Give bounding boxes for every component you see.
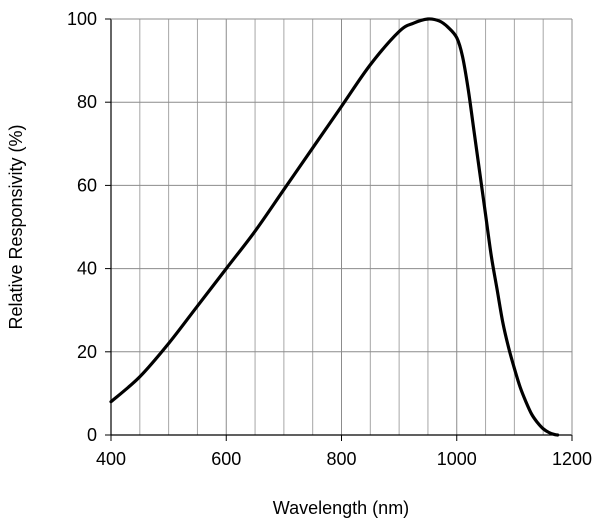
y-axis-label: Relative Responsivity (%) bbox=[6, 124, 26, 329]
x-axis-label: Wavelength (nm) bbox=[273, 498, 409, 518]
y-tick-label: 40 bbox=[77, 259, 97, 279]
x-tick-label: 1000 bbox=[437, 449, 477, 469]
x-tick-label: 600 bbox=[211, 449, 241, 469]
y-tick-labels: 0 20 40 60 80 100 bbox=[67, 9, 97, 445]
grid-layer bbox=[111, 19, 572, 435]
x-tick-label: 400 bbox=[96, 449, 126, 469]
axes-layer bbox=[105, 19, 572, 441]
y-tick-label: 0 bbox=[87, 425, 97, 445]
x-tick-label: 1200 bbox=[552, 449, 592, 469]
x-tick-label: 800 bbox=[326, 449, 356, 469]
y-tick-label: 20 bbox=[77, 342, 97, 362]
y-tick-label: 80 bbox=[77, 92, 97, 112]
x-tick-labels: 400 600 800 1000 1200 bbox=[96, 449, 592, 469]
y-tick-label: 100 bbox=[67, 9, 97, 29]
series-layer bbox=[111, 19, 558, 435]
y-tick-label: 60 bbox=[77, 175, 97, 195]
responsivity-curve bbox=[111, 19, 558, 435]
